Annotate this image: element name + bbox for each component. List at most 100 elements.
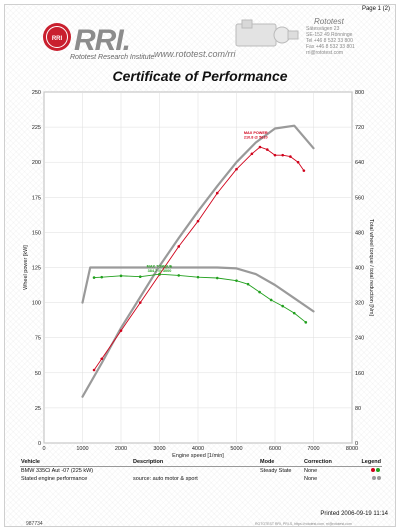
x-tick-label: 4000	[192, 446, 204, 452]
y-right-tick-label: 480	[355, 230, 364, 236]
torque-data-point	[258, 290, 261, 294]
y-right-tick-label: 320	[355, 301, 364, 307]
max-power-value: 210.8 @ 5610	[244, 136, 268, 140]
power-data-point	[302, 169, 306, 172]
contact-line: SE-152 49 Rönninge	[306, 32, 353, 38]
x-tick-label: 5000	[230, 446, 242, 452]
power-data-point	[258, 145, 262, 149]
power-data-point	[281, 153, 285, 157]
power-data-point	[235, 167, 238, 171]
y-right-tick-label: 80	[355, 406, 361, 412]
torque-data-point	[92, 276, 96, 279]
vehicle-cell: BMW 335Ci Aut -07 (225 kW)	[21, 468, 94, 474]
power-data-point	[92, 368, 96, 372]
y-left-tick-label: 200	[32, 160, 41, 166]
description-cell: source: auto motor & sport	[133, 476, 198, 482]
legend-cell	[350, 475, 382, 483]
torque-data-point	[269, 298, 273, 302]
power-data-point	[273, 153, 277, 157]
info-table-header: Vehicle Description Mode Correction Lege…	[20, 458, 382, 467]
legend-dot-red	[371, 468, 375, 472]
y-right-tick-label: 800	[355, 90, 364, 96]
footer-fine-print: ROTOTEST RRI, PRI-S, https://rototest.co…	[255, 522, 352, 526]
contact-line: rri@rototest.com	[306, 50, 344, 56]
brand-name: Rototest	[314, 17, 344, 26]
stated-performance-curve	[81, 124, 315, 398]
y-right-tick-label: 720	[355, 125, 364, 131]
correction-cell: None	[304, 476, 318, 482]
header-description: Description	[133, 459, 164, 465]
y-right-tick-label: 240	[355, 336, 364, 342]
contact-line: Tel +46 8 532 33 800	[306, 38, 353, 44]
max-torque-value: 384.7 @ 3000	[148, 269, 172, 273]
engine-illustration-icon	[235, 19, 299, 47]
legend-dot-gray	[372, 476, 376, 480]
torque-data-point	[304, 321, 308, 324]
y-left-tick-label: 0	[38, 441, 41, 447]
x-tick-label: 6000	[269, 446, 281, 452]
vehicle-cell: Stated engine performance	[21, 476, 88, 482]
rototest-seal-icon: RRI	[43, 23, 71, 51]
torque-data-point	[281, 304, 285, 308]
y-left-tick-label: 25	[35, 406, 41, 412]
x-tick-label: 1000	[76, 446, 88, 452]
y-left-tick-label: 250	[32, 90, 41, 96]
y-right-tick-label: 640	[355, 160, 364, 166]
contact-block: Sätesvägen 23 SE-152 49 Rönninge Tel +46…	[306, 26, 366, 56]
power-data-point	[196, 219, 200, 223]
torque-data-point	[235, 279, 238, 282]
y-right-axis-label: Total wheel torque / total reduction [Nm…	[368, 219, 374, 316]
power-data-point	[138, 301, 142, 304]
max-power-annotation: MAX POWER	[244, 131, 268, 135]
y-right-tick-label: 0	[355, 441, 358, 447]
y-left-tick-label: 100	[32, 301, 41, 307]
torque-data-point	[138, 275, 142, 279]
x-tick-label: 2000	[115, 446, 127, 452]
table-row: BMW 335Ci Aut -07 (225 kW) Steady State …	[20, 466, 382, 476]
mode-cell: Steady State	[260, 468, 292, 474]
y-left-axis-label: Wheel power [kW]	[23, 245, 29, 290]
power-data-point	[296, 160, 300, 164]
x-tick-label: 8000	[346, 446, 358, 452]
legend-cell	[350, 467, 382, 476]
y-left-tick-label: 225	[32, 125, 41, 131]
x-tick-label: 7000	[307, 446, 319, 452]
table-row: Stated engine performance source: auto m…	[20, 475, 382, 483]
page-label: Page 1 (2)	[361, 6, 390, 12]
y-right-tick-label: 560	[355, 195, 364, 201]
y-left-tick-label: 75	[35, 336, 41, 342]
torque-data-point	[119, 274, 123, 278]
x-tick-label: 3000	[153, 446, 165, 452]
legend-dot-green	[376, 468, 380, 472]
legend-dot-gray	[377, 476, 381, 480]
y-right-tick-label: 160	[355, 371, 364, 377]
y-right-tick-label: 400	[355, 266, 364, 272]
header-vehicle: Vehicle	[21, 459, 40, 465]
logo-text: RRI.	[74, 24, 131, 57]
torque-data-point	[246, 282, 250, 286]
header-legend: Legend	[361, 459, 381, 465]
certificate-title: Certificate of Performance	[112, 68, 288, 84]
y-left-tick-label: 50	[35, 371, 41, 377]
power-data-point	[100, 357, 104, 361]
x-axis-label: Engine speed [1/min]	[172, 453, 224, 459]
header-correction: Correction	[304, 459, 332, 465]
svg-text:RRI: RRI	[52, 36, 63, 42]
website-url[interactable]: www.rototest.com/rri	[154, 49, 236, 59]
contact-line: Fax +46 8 532 33 801	[306, 44, 355, 50]
printed-date: Printed 2006-09-19 11:14	[320, 511, 388, 517]
torque-data-point	[292, 311, 296, 315]
power-data-point	[215, 191, 219, 195]
x-tick-label: 0	[42, 446, 45, 452]
y-left-tick-label: 175	[32, 195, 41, 201]
power-data-point	[250, 152, 254, 156]
torque-data-point	[215, 276, 219, 280]
torque-data-point	[100, 275, 104, 279]
torque-data-point	[158, 272, 161, 276]
power-data-point	[177, 245, 181, 248]
logo-subtitle: Rototest Research Institute	[70, 54, 155, 61]
document-id: 987734	[26, 521, 43, 527]
power-data-point	[119, 329, 123, 332]
description-cell	[132, 467, 259, 476]
